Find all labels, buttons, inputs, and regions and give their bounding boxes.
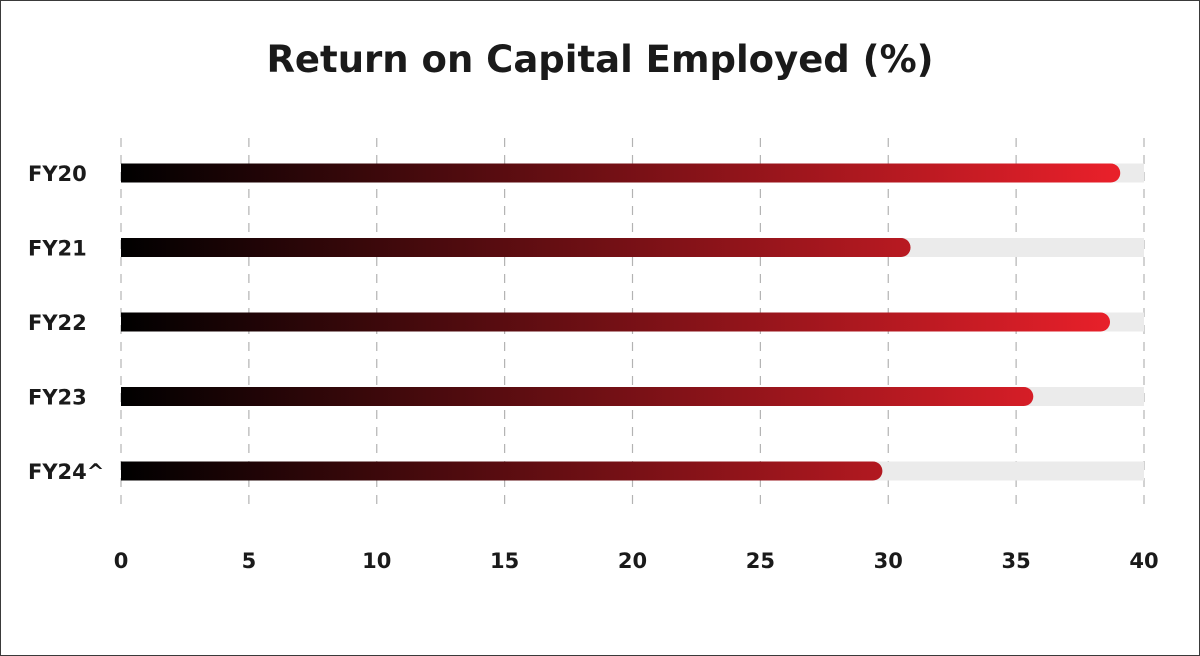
x-tick-label: 25 xyxy=(746,549,775,573)
bar-fy24 xyxy=(121,461,883,481)
x-tick-label: 40 xyxy=(1129,549,1158,573)
category-labels: FY20 FY21 FY22 FY23 FY24^ xyxy=(28,162,104,484)
category-label: FY24^ xyxy=(28,460,104,484)
category-label: FY23 xyxy=(28,386,87,410)
x-tick-label: 0 xyxy=(114,549,129,573)
x-tick-labels: 0 5 10 15 20 25 30 35 40 xyxy=(114,549,1159,573)
x-tick-label: 5 xyxy=(242,549,257,573)
bars xyxy=(121,163,1121,481)
x-tick-label: 35 xyxy=(1002,549,1031,573)
category-label: FY20 xyxy=(28,162,87,186)
bar-fy20 xyxy=(121,163,1121,183)
bar-fy22 xyxy=(121,312,1111,332)
x-tick-label: 10 xyxy=(362,549,391,573)
chart-title: Return on Capital Employed (%) xyxy=(266,38,934,81)
x-tick-label: 15 xyxy=(490,549,519,573)
x-tick-label: 30 xyxy=(874,549,903,573)
bar-fy21 xyxy=(121,238,911,257)
bar-fy23 xyxy=(121,387,1034,406)
x-tick-label: 20 xyxy=(618,549,647,573)
category-label: FY21 xyxy=(28,237,87,261)
category-label: FY22 xyxy=(28,311,87,335)
